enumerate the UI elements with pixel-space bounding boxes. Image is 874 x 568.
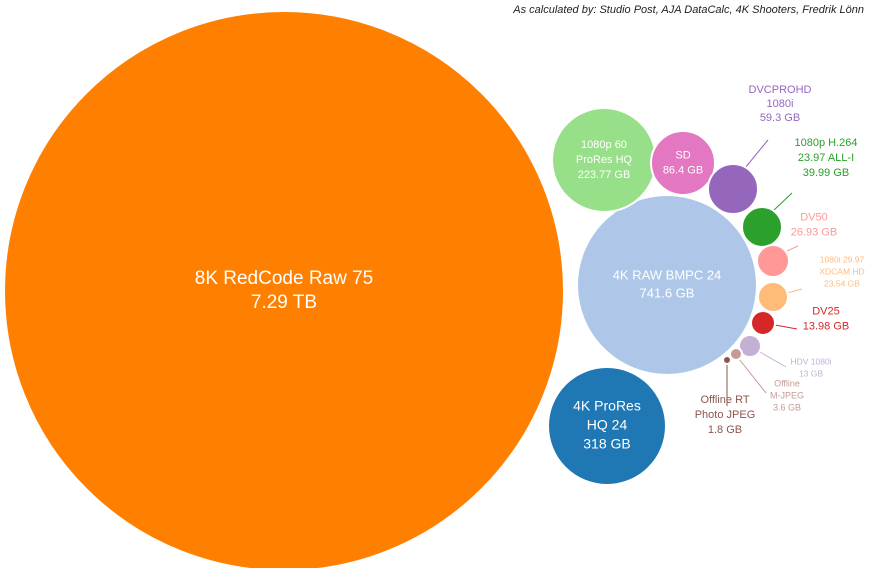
bubbles: [3, 10, 790, 568]
prores1080-label-line-2: ProRes HQ: [576, 154, 633, 166]
dvcprohd-bubble: [707, 163, 759, 215]
hdv-leader-line: [759, 351, 787, 368]
bmpc-bubble: [576, 194, 758, 376]
redcode-label-line-2: 7.29 TB: [251, 292, 317, 313]
dvcprohd-leader-line: [744, 139, 769, 169]
photojpeg-label-line-2: Photo JPEG: [695, 409, 756, 421]
prores4k-bubble: [547, 366, 667, 486]
dv25-label-line-2: 13.98 GB: [803, 320, 849, 332]
xdcam-label-line-1: 1080i 29.97: [820, 254, 865, 264]
sd-label-line-1: SD: [675, 149, 690, 161]
prores4k-label-line-2: HQ 24: [587, 417, 628, 433]
mjpeg-label-line-3: 3.6 GB: [773, 402, 801, 412]
photojpeg-label-line-3: 1.8 GB: [708, 424, 742, 436]
dv50-bubble: [756, 244, 790, 278]
mjpeg-label-line-2: M-JPEG: [770, 390, 804, 400]
dv25-leader-line: [774, 324, 798, 330]
photojpeg-label-line-1: Offline RT: [700, 394, 749, 406]
bmpc-label-line-1: 4K RAW BMPC 24: [613, 267, 722, 282]
h264-bubble: [741, 206, 783, 248]
xdcam-leader-line: [786, 288, 803, 294]
sd-label-line-2: 86.4 GB: [663, 164, 703, 176]
photojpeg-bubble: [722, 355, 732, 365]
dvcprohd-label-line-3: 59.3 GB: [760, 112, 800, 124]
attribution-note: As calculated by: Studio Post, AJA DataC…: [513, 4, 864, 16]
h264-label-line-1: 1080p H.264: [795, 137, 858, 149]
xdcam-label-line-2: XDCAM HD: [819, 266, 864, 276]
mjpeg-bubble: [729, 347, 743, 361]
redcode-bubble: [3, 10, 565, 568]
dv50-label-line-1: DV50: [800, 211, 828, 223]
dvcprohd-label-line-1: DVCPROHD: [749, 84, 812, 96]
dv25-label-line-1: DV25: [812, 305, 840, 317]
hdv-label-line-1: HDV 1080i: [790, 356, 831, 366]
sd-bubble: [650, 130, 716, 196]
prores4k-label-line-3: 318 GB: [583, 436, 630, 452]
bubble-labels: 8K RedCode Raw 75 7.29 TB 4K RAW BMPC 24 74…: [195, 84, 865, 452]
prores1080-label-line-1: 1080p 60: [581, 139, 627, 151]
dv25-bubble: [750, 310, 776, 336]
mjpeg-label-line-1: Offline: [774, 378, 800, 388]
h264-label-line-2: 23.97 ALL-I: [798, 152, 854, 164]
prores4k-label-line-1: 4K ProRes: [573, 398, 641, 414]
dvcprohd-label-line-2: 1080i: [767, 98, 794, 110]
mjpeg-leader-line: [738, 358, 767, 394]
redcode-label-line-1: 8K RedCode Raw 75: [195, 268, 374, 289]
xdcam-label-line-3: 23.54 GB: [824, 278, 860, 288]
xdcam-bubble: [757, 281, 789, 313]
hdv-label-line-2: 13 GB: [799, 368, 823, 378]
h264-leader-line: [772, 192, 793, 212]
h264-label-line-3: 39.99 GB: [803, 167, 849, 179]
bmpc-label-line-2: 741.6 GB: [640, 285, 695, 300]
prores1080-label-line-3: 223.77 GB: [578, 169, 631, 181]
leader-lines: [726, 139, 803, 406]
dv50-leader-line: [786, 245, 799, 252]
dv50-label-line-2: 26.93 GB: [791, 226, 837, 238]
hdv-bubble: [738, 334, 762, 358]
